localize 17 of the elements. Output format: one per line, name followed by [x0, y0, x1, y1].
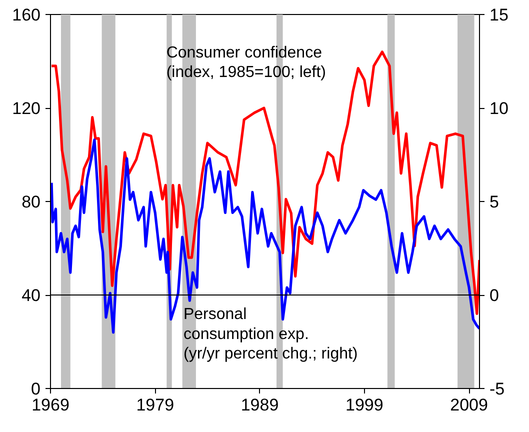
y-tick-label: 0	[31, 380, 41, 398]
y-tick-label: 120	[12, 99, 41, 118]
y-tick-label: 160	[12, 6, 41, 24]
series-label: Personal consumption exp. (yr/yr percent chg.; right)	[183, 306, 358, 362]
x-tick-label: 1989	[240, 396, 279, 414]
x-tick-label: 1999	[345, 396, 384, 414]
y2-tick-label: 0	[490, 286, 499, 305]
y2-tick-label: -5	[490, 380, 505, 398]
y-tick-label: 40	[22, 286, 41, 305]
y-tick-label: 80	[22, 192, 41, 212]
y2-tick-label: 5	[490, 192, 499, 212]
x-tick-label: 2009	[450, 396, 488, 414]
x-tick-label: 1969	[32, 396, 70, 414]
y2-tick-label: 15	[490, 6, 508, 24]
series-label: Consumer confidence (index, 1985=100; left)	[166, 44, 326, 81]
y2-tick-label: 10	[490, 99, 508, 118]
x-tick-label: 1979	[136, 396, 174, 414]
